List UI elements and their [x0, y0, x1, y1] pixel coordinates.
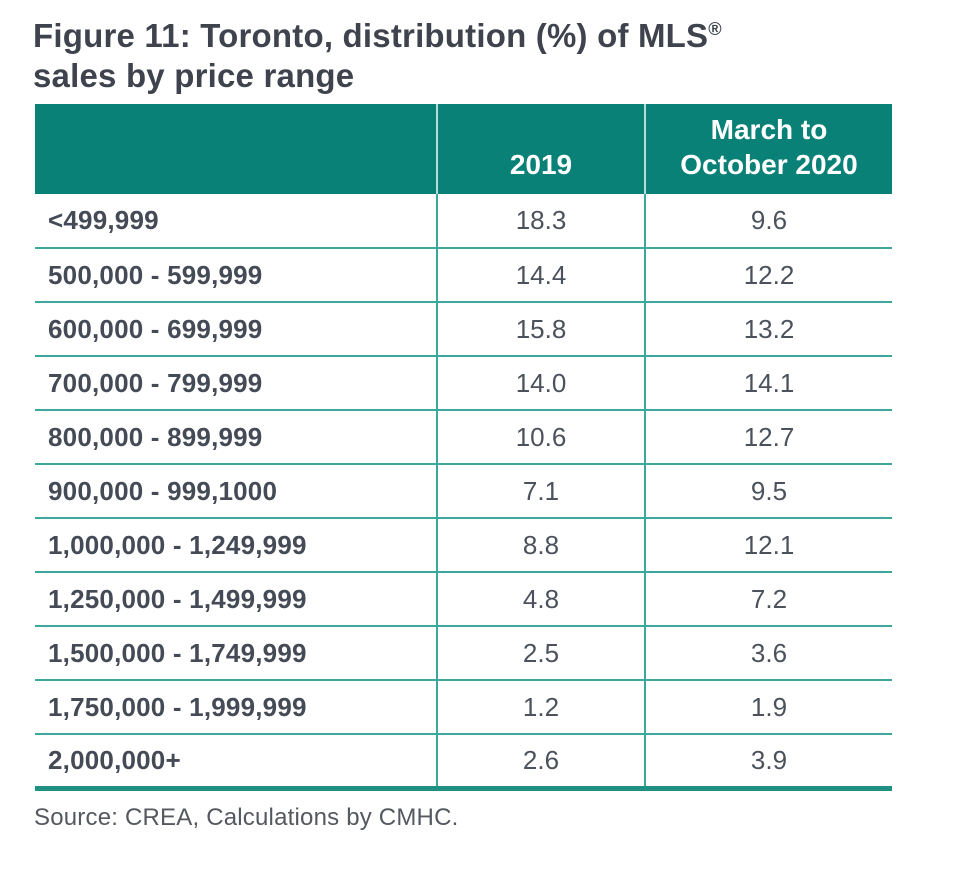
price-range-cell: 1,750,000 - 1,999,999: [35, 680, 437, 736]
table-row: 800,000 - 899,999 10.6 12.7: [35, 410, 892, 466]
price-range-cell: 1,250,000 - 1,499,999: [35, 572, 437, 628]
source-note: Source: CREA, Calculations by CMHC.: [34, 803, 459, 831]
value-2019-cell: 15.8: [436, 302, 645, 358]
value-2020-cell: 14.1: [644, 356, 892, 412]
value-2019-cell: 2.6: [436, 734, 645, 791]
header-cell-price-range: [35, 104, 437, 195]
price-range-cell: 1,000,000 - 1,249,999: [35, 518, 437, 574]
price-range-cell: 900,000 - 999,1000: [35, 464, 437, 520]
price-range-cell: <499,999: [35, 194, 437, 250]
value-2019-cell: 8.8: [436, 518, 645, 574]
value-2020-cell: 7.2: [644, 572, 892, 628]
value-2020-cell: 1.9: [644, 680, 892, 736]
registered-trademark-symbol: ®: [708, 19, 722, 39]
table-row: <499,999 18.3 9.6: [35, 194, 892, 250]
value-2020-cell: 12.7: [644, 410, 892, 466]
value-2020-cell: 12.1: [644, 518, 892, 574]
value-2019-cell: 1.2: [436, 680, 645, 736]
price-range-cell: 2,000,000+: [35, 734, 437, 791]
value-2019-cell: 2.5: [436, 626, 645, 682]
table-body: <499,999 18.3 9.6 500,000 - 599,999 14.4…: [35, 194, 892, 791]
value-2020-cell: 3.6: [644, 626, 892, 682]
price-range-cell: 1,500,000 - 1,749,999: [35, 626, 437, 682]
table-row: 1,000,000 - 1,249,999 8.8 12.1: [35, 518, 892, 574]
sales-distribution-table: 2019 March to October 2020 <499,999 18.3…: [35, 104, 892, 791]
value-2020-cell: 13.2: [644, 302, 892, 358]
table-row: 1,250,000 - 1,499,999 4.8 7.2: [35, 572, 892, 628]
table-row: 2,000,000+ 2.6 3.9: [35, 734, 892, 791]
value-2019-cell: 14.4: [436, 248, 645, 304]
price-range-cell: 800,000 - 899,999: [35, 410, 437, 466]
header-cell-march-october-2020: March to October 2020: [644, 104, 892, 195]
value-2019-cell: 10.6: [436, 410, 645, 466]
header-cell-2019: 2019: [436, 104, 645, 195]
table-header: 2019 March to October 2020: [35, 104, 892, 195]
figure-title: Figure 11: Toronto, distribution (%) of …: [33, 16, 980, 95]
price-range-cell: 600,000 - 699,999: [35, 302, 437, 358]
price-range-cell: 500,000 - 599,999: [35, 248, 437, 304]
figure-title-line1: Figure 11: Toronto, distribution (%) of …: [33, 17, 709, 54]
price-range-cell: 700,000 - 799,999: [35, 356, 437, 412]
figure-title-line2: sales by price range: [33, 56, 355, 94]
value-2020-cell: 3.9: [644, 734, 892, 791]
value-2020-cell: 12.2: [644, 248, 892, 304]
header-row: 2019 March to October 2020: [35, 104, 892, 195]
table-row: 700,000 - 799,999 14.0 14.1: [35, 356, 892, 412]
value-2020-cell: 9.5: [644, 464, 892, 520]
table-row: 600,000 - 699,999 15.8 13.2: [35, 302, 892, 358]
table-row: 1,750,000 - 1,999,999 1.2 1.9: [35, 680, 892, 736]
table-row: 900,000 - 999,1000 7.1 9.5: [35, 464, 892, 520]
value-2019-cell: 14.0: [436, 356, 645, 412]
value-2019-cell: 4.8: [436, 572, 645, 628]
value-2020-cell: 9.6: [644, 194, 892, 250]
table-row: 500,000 - 599,999 14.4 12.2: [35, 248, 892, 304]
value-2019-cell: 7.1: [436, 464, 645, 520]
value-2019-cell: 18.3: [436, 194, 645, 250]
table-row: 1,500,000 - 1,749,999 2.5 3.6: [35, 626, 892, 682]
figure-page: Figure 11: Toronto, distribution (%) of …: [33, 16, 980, 831]
